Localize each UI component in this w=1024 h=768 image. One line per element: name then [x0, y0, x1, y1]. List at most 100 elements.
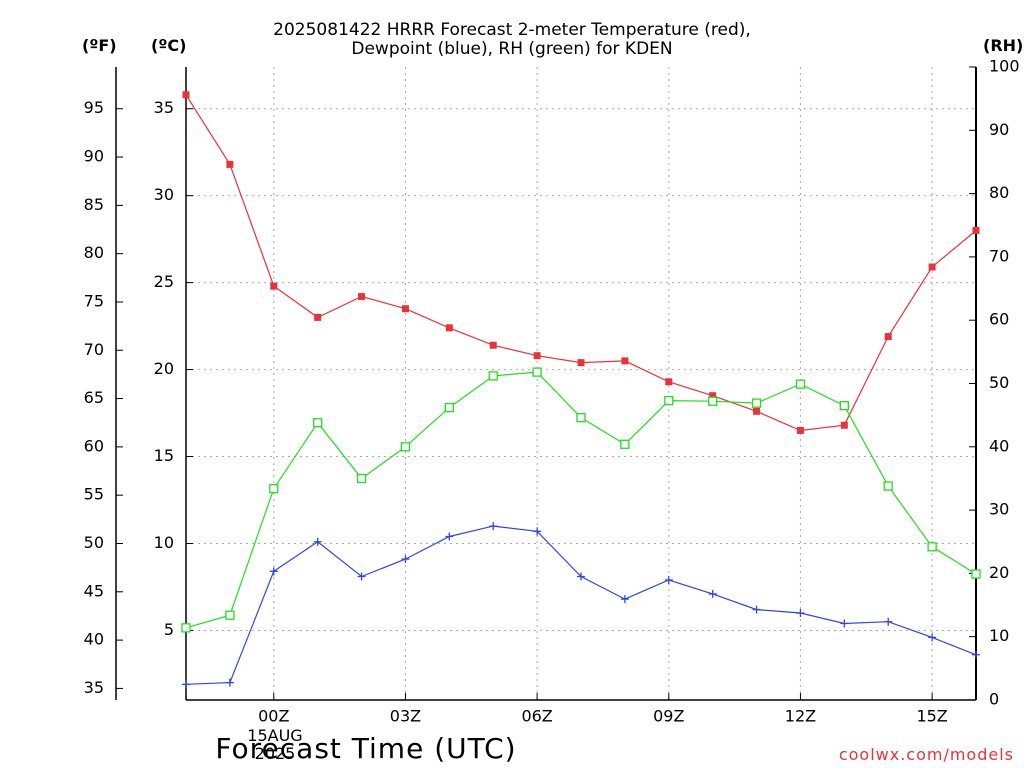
dewpoint-point — [401, 555, 410, 564]
dewpoint-point — [489, 522, 498, 531]
2-meter-temperature-point — [753, 407, 761, 415]
fahrenheit-tick-label: 75 — [84, 291, 104, 310]
celsius-tick-label: 35 — [154, 98, 174, 117]
dewpoint-point — [752, 605, 761, 614]
rh-point — [532, 367, 542, 377]
2-meter-temperature-line — [185, 94, 977, 432]
fahrenheit-tick-label: 65 — [84, 388, 104, 407]
celsius-tick-label: 10 — [154, 533, 174, 552]
fahrenheit-tick-label: 40 — [84, 630, 104, 649]
fahrenheit-tick-label: 70 — [84, 340, 104, 359]
rh-point — [576, 413, 586, 423]
rh-point — [664, 395, 674, 406]
2-meter-temperature-point — [358, 293, 366, 301]
rh-tick-label: 40 — [989, 436, 1009, 455]
celsius-tick-label: 15 — [154, 446, 174, 465]
rh-point — [927, 542, 937, 552]
rh-point — [181, 623, 191, 633]
x-tick-label: 15Z — [916, 707, 947, 726]
fahrenheit-unit-label: (ºF) — [82, 36, 117, 55]
rh-tick-label: 100 — [989, 57, 1020, 76]
2-meter-temperature-point — [796, 426, 804, 434]
2-meter-temperature-point — [972, 226, 980, 234]
2-meter-temperature-point — [401, 305, 409, 313]
rh-line — [185, 371, 977, 629]
fahrenheit-tick-label: 35 — [84, 678, 104, 697]
rh-tick-label: 30 — [989, 500, 1009, 519]
2-meter-temperature-point — [709, 392, 717, 400]
dewpoint-line — [185, 525, 977, 685]
2-meter-temperature-point — [884, 333, 892, 341]
dewpoint-point — [357, 572, 366, 581]
x-tick-label: 12Z — [785, 707, 816, 726]
2-meter-temperature-point — [621, 357, 629, 365]
x-tick-label: 09Z — [653, 707, 684, 726]
fahrenheit-tick-label: 95 — [84, 98, 104, 117]
fahrenheit-tick-label: 60 — [84, 436, 104, 455]
rh-tick-label: 0 — [989, 690, 999, 709]
fahrenheit-tick-label: 45 — [84, 581, 104, 600]
chart-title-line-2: Dewpoint (blue), RH (green) for KDEN — [351, 39, 673, 59]
celsius-tick-label: 5 — [164, 620, 174, 639]
rh-tick-label: 20 — [989, 563, 1009, 582]
rh-point — [444, 402, 454, 413]
dewpoint-point — [972, 650, 980, 659]
2-meter-temperature-point — [489, 341, 497, 349]
rh-point — [269, 483, 279, 494]
2-meter-temperature-point — [314, 313, 322, 321]
2-meter-temperature-point — [270, 282, 278, 290]
rh-point — [313, 418, 323, 428]
dewpoint-point — [840, 619, 849, 628]
dewpoint-point — [708, 589, 717, 598]
rh-point — [708, 396, 718, 406]
celsius-tick-label: 20 — [154, 359, 174, 378]
celsius-tick-label: 30 — [154, 185, 174, 204]
fahrenheit-tick-label: 80 — [84, 243, 104, 262]
rh-point — [971, 569, 981, 579]
rh-point — [795, 379, 806, 389]
rh-tick-label: 50 — [989, 373, 1009, 392]
rh-point — [225, 610, 235, 620]
celsius-unit-label: (ºC) — [151, 36, 187, 55]
rh-tick-label: 60 — [989, 310, 1009, 329]
2-meter-temperature-point — [533, 352, 541, 360]
rh-tick-label: 90 — [989, 120, 1009, 139]
rh-point — [839, 401, 849, 411]
fahrenheit-tick-label: 50 — [84, 533, 104, 552]
x-tick-label: 03Z — [390, 707, 421, 726]
fahrenheit-tick-label: 90 — [84, 147, 104, 166]
chart-title-line-1: 2025081422 HRRR Forecast 2-meter Tempera… — [273, 20, 751, 40]
2-meter-temperature-point — [840, 421, 848, 429]
rh-tick-label: 80 — [989, 183, 1009, 202]
celsius-tick-label: 25 — [154, 272, 174, 291]
2-meter-temperature-point — [182, 91, 190, 99]
dewpoint-point — [313, 537, 322, 546]
rh-unit-label: (RH) — [983, 36, 1024, 55]
dewpoint-point — [533, 527, 542, 536]
x-tick-label: 06Z — [521, 707, 552, 726]
dewpoint-point — [269, 567, 278, 576]
rh-tick-label: 70 — [989, 246, 1009, 265]
fahrenheit-tick-label: 55 — [84, 485, 104, 504]
rh-point — [883, 481, 893, 491]
rh-point — [620, 439, 630, 449]
2-meter-temperature-point — [577, 359, 585, 367]
rh-point — [488, 371, 498, 381]
x-axis-label: Forecast Time (UTC) — [215, 732, 517, 765]
x-tick-label: 00Z — [258, 707, 289, 726]
date-label-year: 2025 — [254, 744, 296, 763]
dewpoint-point — [884, 617, 893, 626]
dewpoint-point — [928, 633, 937, 642]
2-meter-temperature-point — [445, 324, 453, 332]
dewpoint-point — [664, 576, 673, 585]
2-meter-temperature-point — [665, 378, 673, 386]
fahrenheit-tick-label: 85 — [84, 195, 104, 214]
rh-point — [356, 473, 367, 484]
dewpoint-point — [182, 680, 190, 689]
dewpoint-point — [620, 595, 629, 604]
dewpoint-point — [796, 609, 805, 618]
dewpoint-point — [577, 572, 585, 581]
dewpoint-point — [445, 532, 454, 541]
2-meter-temperature-point — [226, 160, 234, 168]
